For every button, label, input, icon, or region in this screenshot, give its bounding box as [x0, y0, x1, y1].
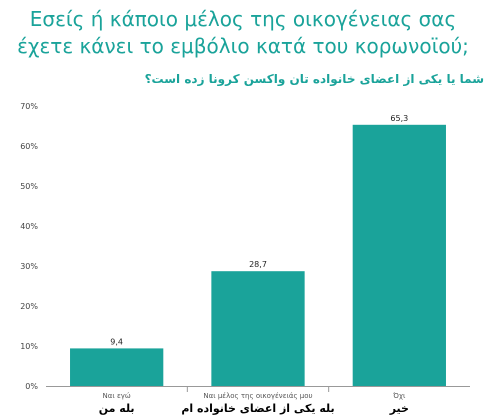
chart-title-line-2: έχετε κάνει το εμβόλιο κατά του κορωνοϊο…	[17, 34, 469, 58]
chart-subtitle: شما یا یکی از اعضای خانواده تان واکسن کر…	[144, 72, 484, 86]
x-axis: Ναι εγώ بله من Ναι μέλος της οικογένειάς μ…	[46, 386, 470, 415]
x-category-label-secondary: خیر	[389, 402, 409, 415]
bar	[352, 124, 446, 387]
y-tick-label: 10%	[20, 342, 38, 351]
bar-value-label: 9,4	[110, 337, 123, 346]
bar	[70, 348, 164, 386]
y-tick-label: 50%	[20, 182, 38, 191]
y-tick-label: 70%	[20, 102, 38, 111]
y-axis: 0% 10% 20% 30% 40% 50% 60% 70%	[20, 102, 38, 391]
chart-title-line-1: Εσείς ή κάποιο μέλος της οικογένειας σας	[29, 7, 457, 31]
x-category-label: Ναι εγώ	[103, 392, 131, 400]
x-category-label: Ναι μέλος της οικογένειάς μου	[203, 392, 312, 400]
y-tick-label: 0%	[25, 382, 38, 391]
bar-value-label: 65,3	[390, 114, 408, 123]
x-category-label-secondary: بله من	[99, 402, 135, 415]
bars: 9,4 28,7 65,3	[70, 114, 446, 387]
x-category-label: Όχι	[392, 392, 406, 400]
bar-value-label: 28,7	[249, 260, 267, 269]
y-tick-label: 40%	[20, 222, 38, 231]
y-tick-label: 20%	[20, 302, 38, 311]
y-tick-label: 60%	[20, 142, 38, 151]
y-tick-label: 30%	[20, 262, 38, 271]
bar	[211, 271, 305, 386]
x-category-label-secondary: بله یکی از اعضای خانواده ام	[181, 402, 334, 415]
